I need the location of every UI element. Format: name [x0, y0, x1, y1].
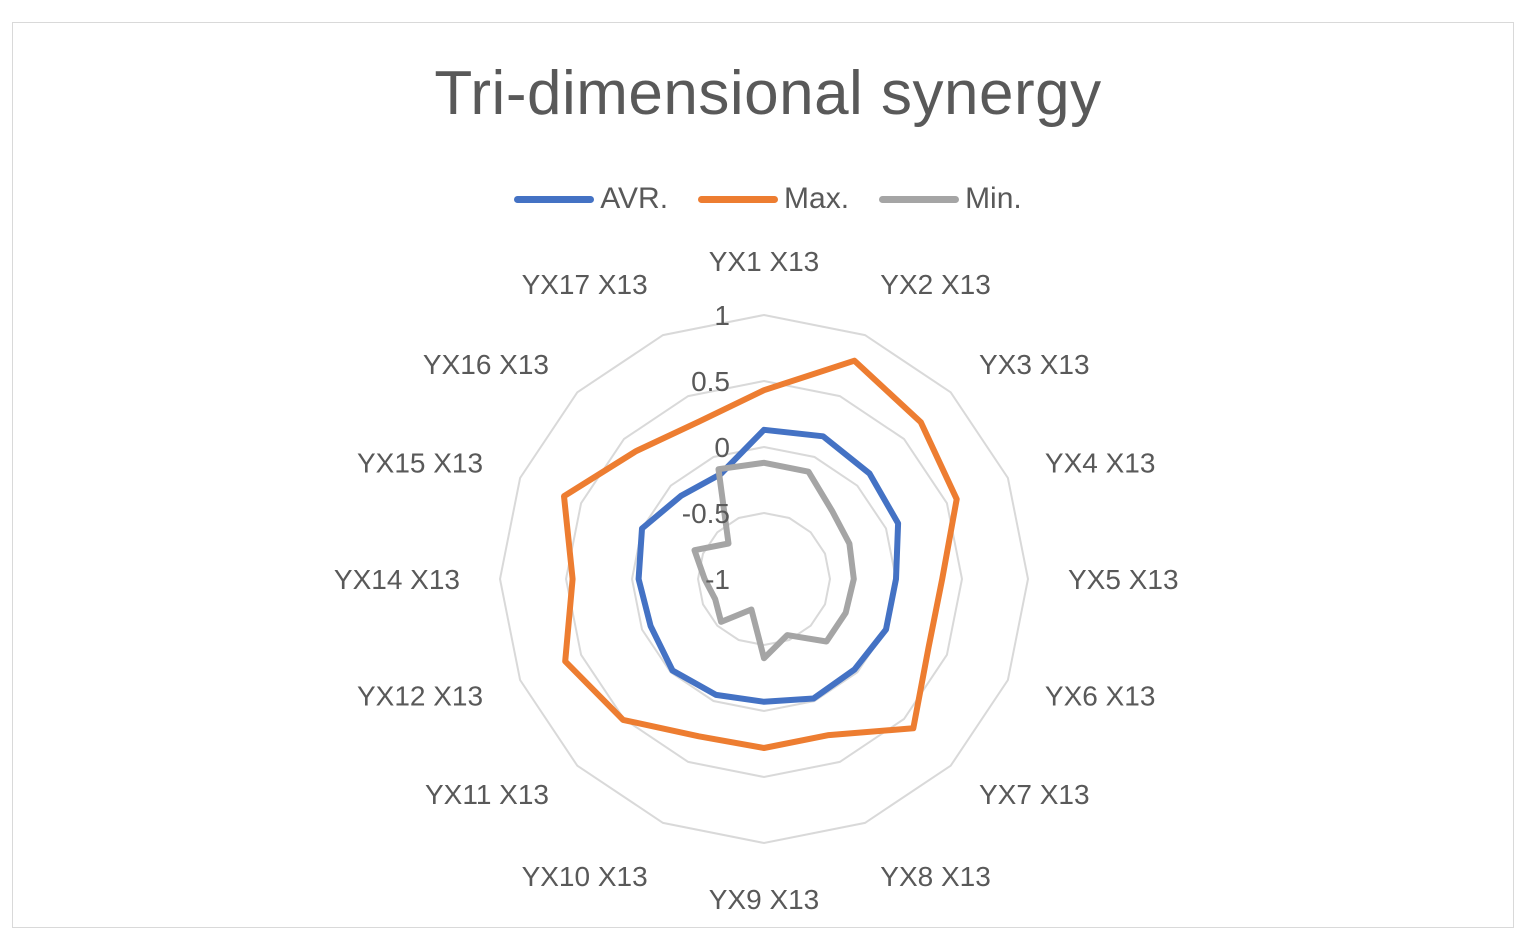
- category-label: YX10 X13: [522, 861, 648, 892]
- category-label: YX8 X13: [880, 861, 991, 892]
- category-label: YX5 X13: [1068, 564, 1179, 595]
- tick-label: -1: [705, 564, 730, 595]
- category-label: YX15 X13: [357, 448, 483, 479]
- category-label: YX2 X13: [880, 269, 991, 300]
- category-label: YX6 X13: [1045, 680, 1156, 711]
- tick-label: 0: [714, 432, 730, 463]
- chart-title: Tri-dimensional synergy: [434, 59, 1102, 128]
- grid-layer: [498, 313, 1030, 845]
- series-layer: [561, 357, 960, 751]
- legend-swatch: [698, 195, 779, 203]
- category-label: YX17 X13: [522, 269, 648, 300]
- legend-item: Max.: [698, 182, 849, 216]
- legend-label: AVR.: [600, 182, 669, 215]
- grid-ring-2: [630, 445, 898, 713]
- legend-swatch: [879, 195, 960, 203]
- legend-item: AVR.: [514, 182, 668, 216]
- legend-item: Min.: [879, 182, 1022, 216]
- tick-label: 0.5: [691, 366, 730, 397]
- category-label: YX4 X13: [1045, 448, 1156, 479]
- series-line-2: [691, 459, 857, 662]
- series-line-1: [561, 357, 960, 751]
- category-label: YX11 X13: [425, 779, 549, 810]
- legend-label: Min.: [965, 182, 1022, 215]
- category-label: YX12 X13: [357, 680, 483, 711]
- category-label: YX3 X13: [979, 349, 1090, 380]
- tick-label: 1: [714, 300, 730, 331]
- category-label: YX14 X13: [334, 564, 460, 595]
- series-line-0: [635, 426, 902, 705]
- grid-ring-1: [564, 379, 964, 779]
- category-label: YX1 X13: [709, 246, 820, 277]
- legend: AVR. Max. Min.: [0, 182, 1536, 216]
- category-label: YX16 X13: [423, 349, 549, 380]
- category-label: YX9 X13: [709, 884, 820, 915]
- legend-swatch: [514, 195, 595, 203]
- tick-layer: 1 0.5 0 -0.5 -1: [682, 300, 730, 595]
- category-label: YX7 X13: [979, 779, 1090, 810]
- tick-label: -0.5: [682, 498, 730, 529]
- legend-label: Max.: [784, 182, 850, 215]
- grid-ring-0: [498, 313, 1030, 845]
- category-label-layer: YX1 X13 YX2 X13 YX3 X13 YX4 X13 YX5 X13 YX6 X…: [334, 246, 1179, 915]
